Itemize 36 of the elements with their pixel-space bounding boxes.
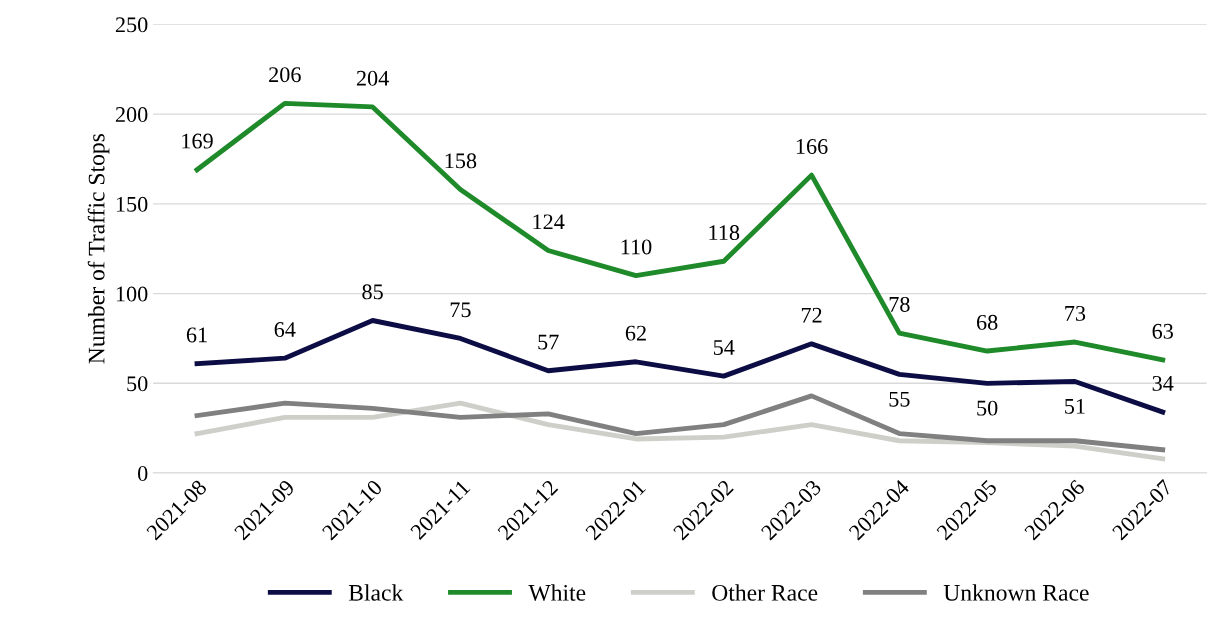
y-axis-title: Number of Traffic Stops <box>87 134 110 364</box>
y-tick-label: 150 <box>116 196 148 212</box>
y-tick-label: 200 <box>115 107 148 123</box>
data-label: 72 <box>801 307 822 323</box>
data-label: 51 <box>1065 398 1085 414</box>
y-tick-label: 250 <box>115 17 148 33</box>
data-label: 55 <box>889 391 910 407</box>
data-label: 68 <box>976 314 998 330</box>
legend-label: Black <box>348 584 404 601</box>
data-label: 34 <box>1152 375 1174 391</box>
data-label: 61 <box>186 327 207 343</box>
data-label: 62 <box>625 325 646 341</box>
data-label: 110 <box>621 239 652 255</box>
data-label: 57 <box>538 334 559 350</box>
legend-label: White <box>528 584 586 601</box>
data-label: 166 <box>796 139 828 154</box>
data-label: 204 <box>356 70 389 86</box>
data-label: 169 <box>182 133 213 149</box>
data-label: 85 <box>362 284 383 300</box>
legend-label: Other Race <box>712 584 818 601</box>
data-label: 158 <box>445 153 477 169</box>
data-label: 124 <box>533 214 565 230</box>
data-label: 54 <box>713 340 735 355</box>
data-label: 64 <box>274 322 296 338</box>
data-label: 206 <box>269 67 301 83</box>
data-label: 73 <box>1065 305 1086 321</box>
data-label: 50 <box>977 400 998 416</box>
y-tick-label: 50 <box>127 376 148 392</box>
y-tick-label: 0 <box>138 465 148 481</box>
legend-label: Unknown Race <box>943 584 1089 601</box>
data-label: 63 <box>1152 323 1173 339</box>
line-series <box>194 393 1166 453</box>
data-label: 118 <box>709 225 740 241</box>
y-tick-label: 100 <box>116 286 148 302</box>
data-label: 75 <box>450 302 471 318</box>
data-label: 78 <box>889 296 910 312</box>
